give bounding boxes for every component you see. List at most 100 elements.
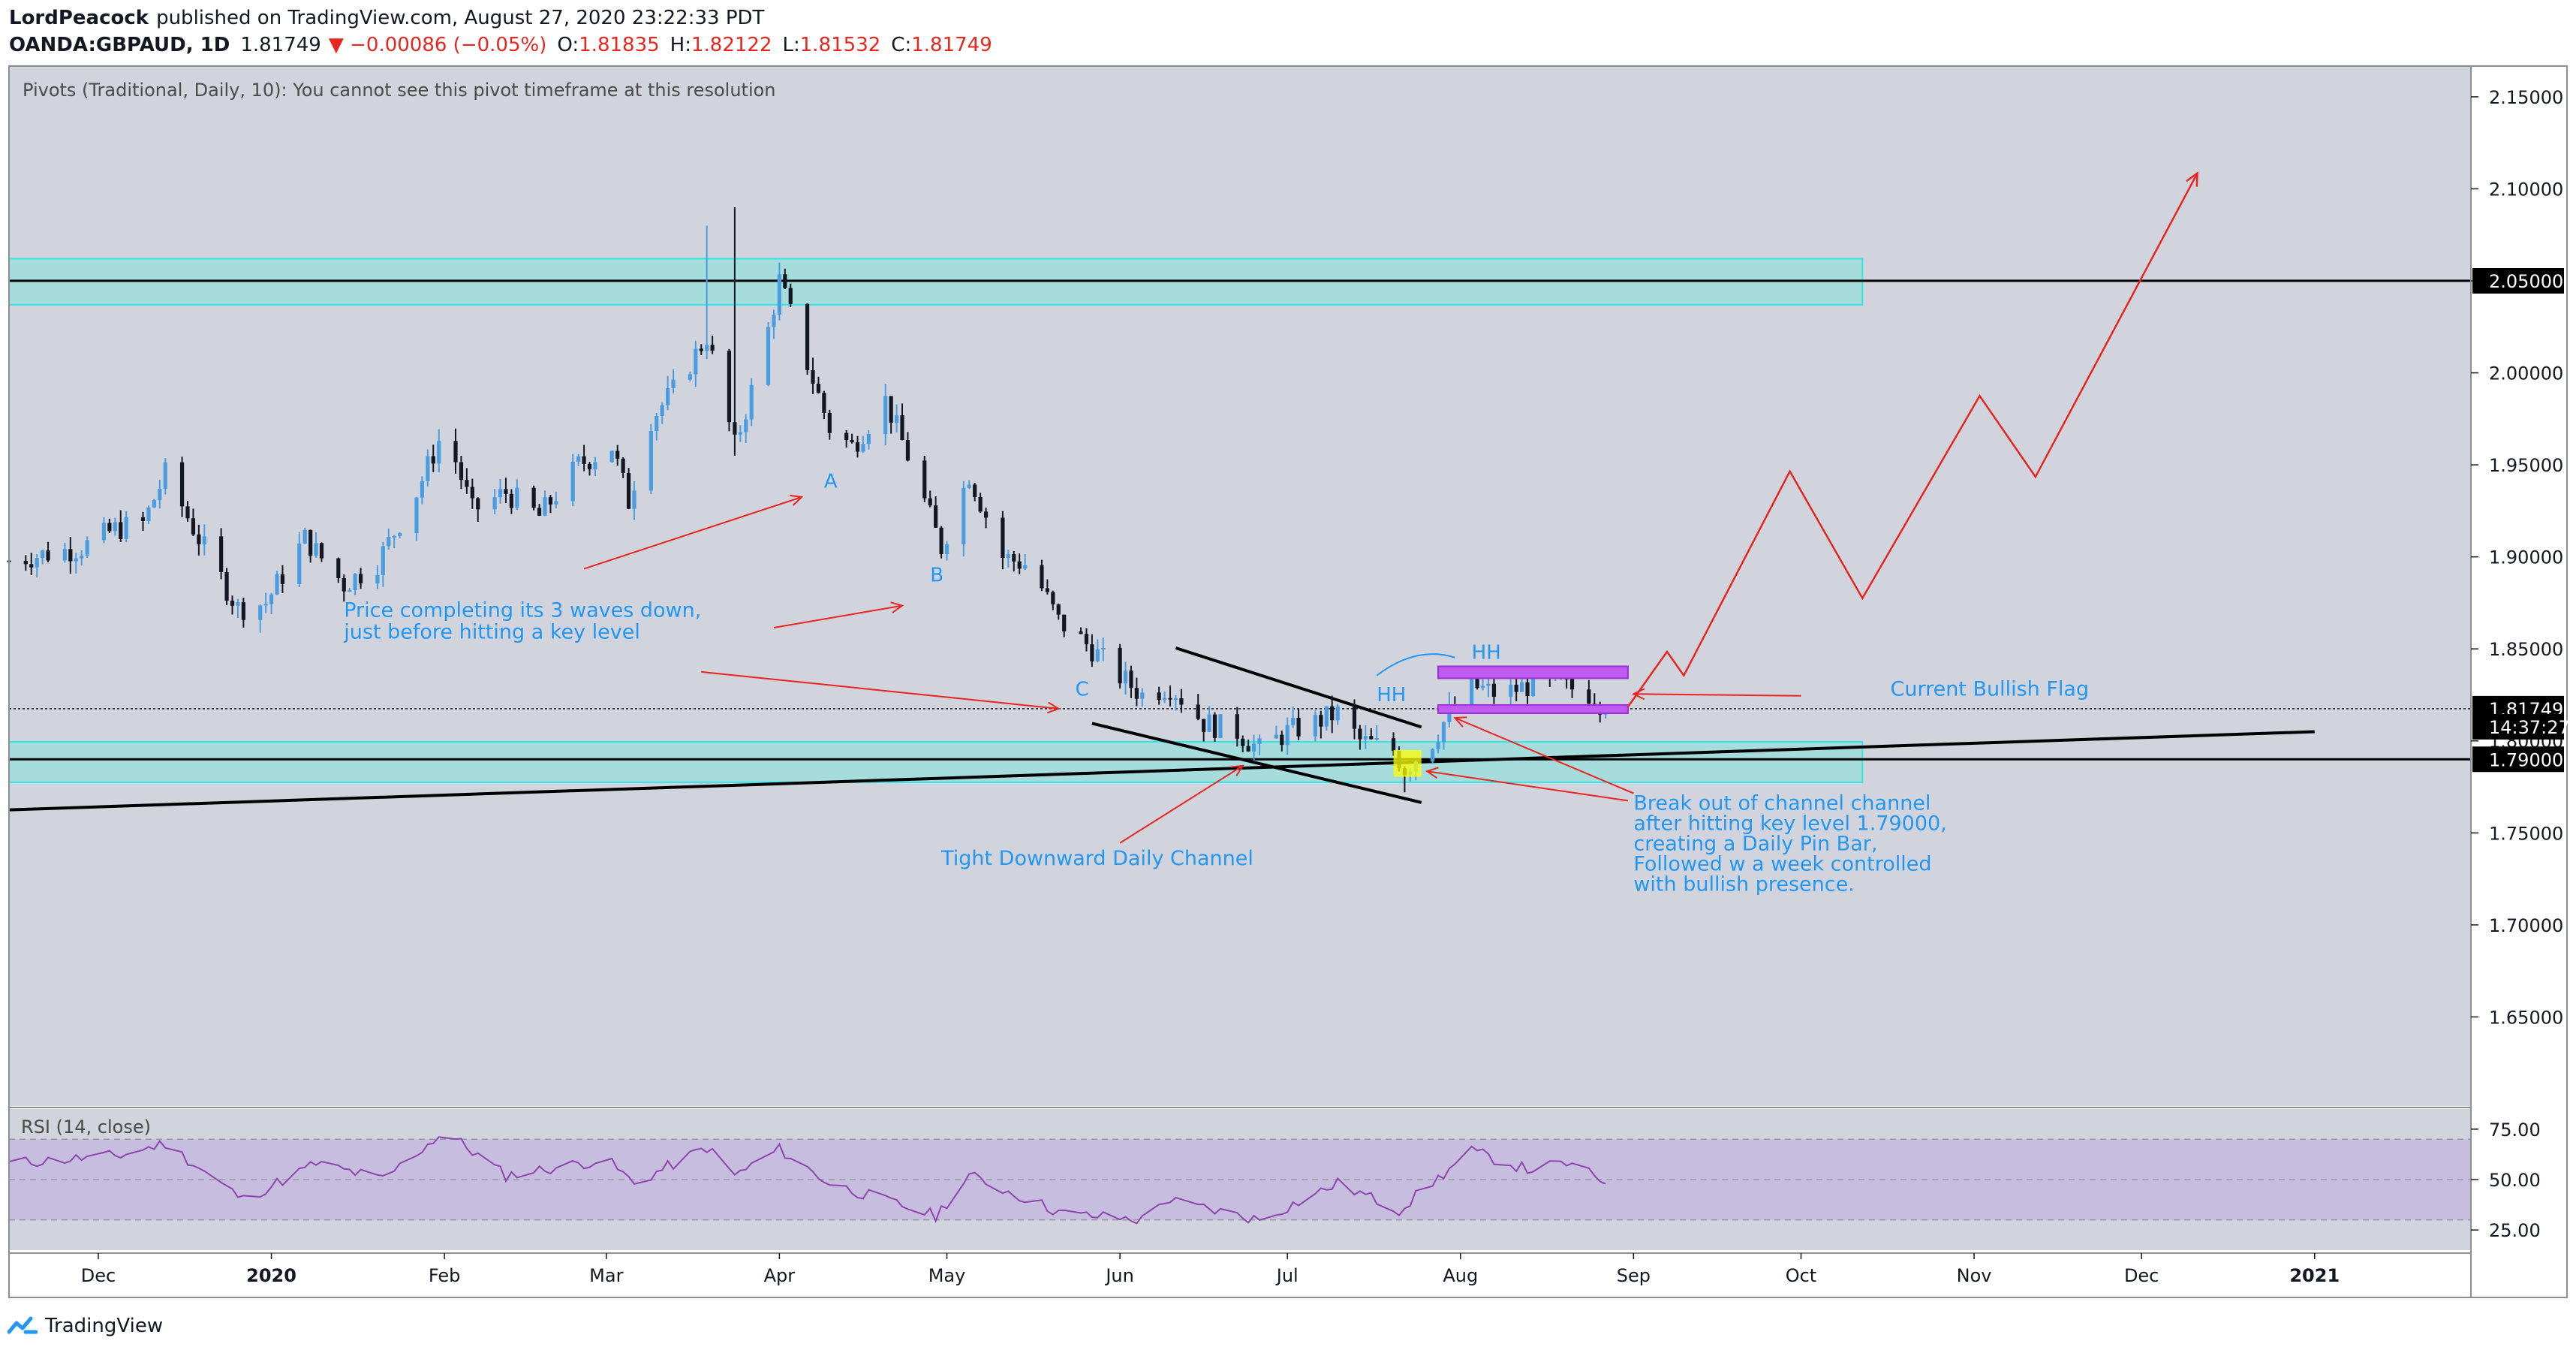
candle[interactable] [973, 482, 977, 502]
candle[interactable] [398, 532, 402, 539]
candle[interactable] [375, 565, 380, 589]
candle[interactable] [1084, 628, 1089, 652]
candle[interactable] [1090, 634, 1094, 667]
candle[interactable] [387, 528, 391, 550]
candle[interactable] [1056, 603, 1061, 620]
rising-trendline[interactable] [8, 730, 2315, 812]
candle[interactable] [883, 383, 888, 446]
candle[interactable] [1062, 614, 1067, 637]
candle[interactable] [392, 535, 396, 549]
candle[interactable] [783, 268, 787, 290]
candle[interactable] [1202, 719, 1206, 742]
candle[interactable] [68, 537, 73, 574]
candle[interactable] [749, 378, 754, 426]
candle[interactable] [146, 505, 151, 524]
candle[interactable] [866, 429, 871, 450]
candle[interactable] [1280, 731, 1284, 752]
candle[interactable] [531, 485, 536, 511]
candle[interactable] [319, 542, 324, 562]
candle[interactable] [827, 409, 832, 440]
candle[interactable] [587, 462, 592, 476]
candle[interactable] [46, 541, 50, 563]
candle[interactable] [1330, 695, 1335, 734]
candle[interactable] [515, 479, 519, 511]
candle[interactable] [1358, 725, 1362, 750]
candle[interactable] [41, 549, 45, 565]
candle[interactable] [476, 497, 480, 523]
candle[interactable] [74, 553, 78, 574]
candle[interactable] [191, 508, 196, 537]
candle[interactable] [1079, 627, 1083, 634]
candle[interactable] [593, 457, 597, 476]
candle[interactable] [1587, 680, 1591, 707]
candle[interactable] [811, 357, 815, 394]
candle[interactable] [655, 412, 659, 441]
tradingview-branding[interactable]: TradingView [8, 1309, 163, 1342]
arrow-to-pin-bar[interactable] [1425, 767, 1629, 802]
candle[interactable] [152, 499, 156, 508]
candle[interactable] [554, 491, 558, 509]
candle[interactable] [348, 588, 352, 592]
candle[interactable] [230, 595, 235, 615]
candle[interactable] [504, 478, 508, 504]
arrow-to-b[interactable] [773, 601, 904, 628]
candle[interactable] [80, 550, 84, 566]
candle[interactable] [1023, 553, 1028, 571]
candle[interactable] [358, 568, 363, 589]
candle[interactable] [889, 396, 893, 434]
candle[interactable] [1274, 725, 1278, 739]
candle[interactable] [894, 404, 899, 433]
candle[interactable] [29, 553, 34, 575]
candle[interactable] [107, 518, 112, 533]
candle[interactable] [900, 403, 904, 441]
candle[interactable] [1196, 694, 1200, 721]
candle[interactable] [179, 457, 185, 517]
candle[interactable] [861, 435, 865, 454]
candle[interactable] [609, 450, 614, 463]
candle[interactable] [470, 478, 474, 509]
candle[interactable] [197, 524, 201, 556]
candle[interactable] [1179, 689, 1184, 713]
candle[interactable] [1491, 675, 1497, 704]
candle[interactable] [1212, 712, 1217, 742]
candle[interactable] [978, 493, 983, 514]
candle[interactable] [699, 344, 703, 355]
candle[interactable] [1134, 677, 1139, 707]
candle[interactable] [1363, 725, 1368, 749]
candle[interactable] [1001, 511, 1005, 570]
candle[interactable] [1173, 695, 1178, 711]
candle[interactable] [202, 524, 206, 556]
candle[interactable] [570, 454, 575, 507]
candle[interactable] [1257, 734, 1262, 755]
candle[interactable] [1235, 707, 1239, 747]
candle[interactable] [336, 557, 341, 583]
candle[interactable] [733, 206, 737, 456]
candle[interactable] [236, 598, 240, 619]
candle[interactable] [1162, 691, 1167, 704]
arrow-to-flag[interactable] [1632, 688, 1801, 701]
candle[interactable] [342, 574, 346, 602]
candle[interactable] [263, 592, 268, 613]
candle[interactable] [426, 449, 430, 487]
candle[interactable] [543, 490, 547, 517]
candle[interactable] [688, 371, 692, 382]
candle[interactable] [744, 414, 748, 443]
candle[interactable] [777, 262, 781, 321]
candle[interactable] [961, 481, 966, 557]
candle[interactable] [1168, 685, 1172, 707]
flag-top-box[interactable] [1437, 665, 1629, 680]
candle[interactable] [258, 604, 263, 633]
candle[interactable] [905, 432, 910, 462]
arrow-to-a[interactable] [583, 494, 804, 570]
candle[interactable] [1291, 706, 1296, 728]
candle[interactable] [431, 444, 435, 472]
candle[interactable] [1324, 706, 1329, 731]
candle[interactable] [101, 517, 107, 544]
candle[interactable] [727, 348, 732, 432]
candle[interactable] [934, 496, 938, 528]
flag-bottom-box[interactable] [1437, 704, 1629, 714]
candle[interactable] [705, 225, 709, 360]
candle[interactable] [694, 341, 698, 387]
candle[interactable] [649, 423, 653, 495]
candle[interactable] [615, 444, 620, 466]
